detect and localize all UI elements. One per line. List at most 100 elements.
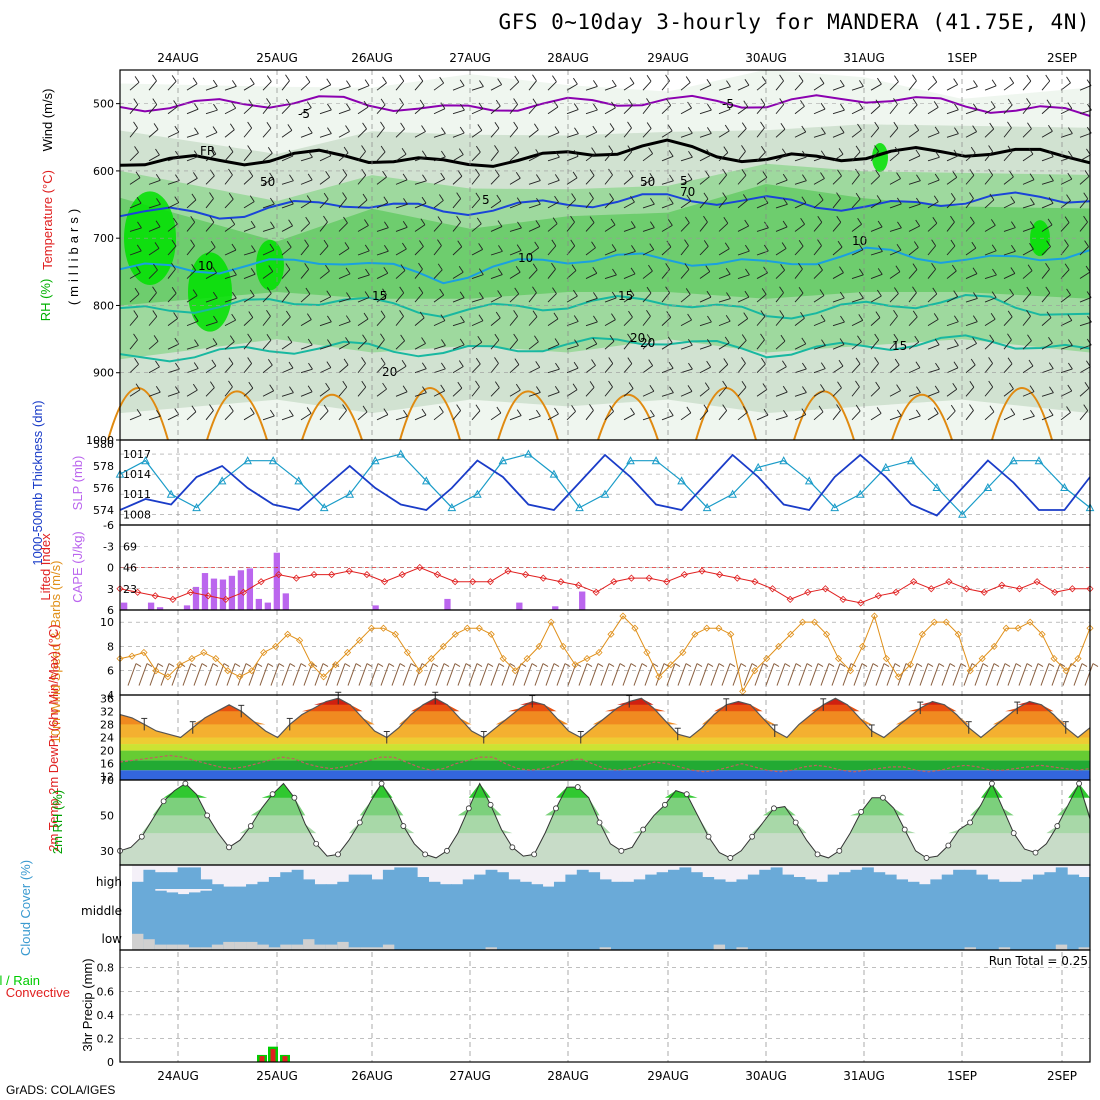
wind-barb-flag <box>725 103 731 110</box>
wind-barb-flag <box>859 292 864 299</box>
wind-tick-label: 8 <box>107 640 114 653</box>
wind-barb <box>395 80 405 91</box>
wind-barb-flag <box>668 197 674 204</box>
bottom-date-label: 31AUG <box>843 1069 885 1083</box>
wind-barb <box>433 178 445 185</box>
wind-barb <box>642 178 655 185</box>
wind-barb <box>1041 268 1050 279</box>
wind-barb-flag <box>515 265 521 273</box>
surface-barb <box>787 663 797 686</box>
wind-barb-flag <box>134 287 140 295</box>
wind-barb <box>585 247 596 256</box>
wind-barb-flag <box>570 215 575 223</box>
wind-barb-flag <box>741 357 746 364</box>
cloud-high-bar <box>553 881 566 889</box>
cloud-low-bg <box>394 923 407 950</box>
wind-barb-flag <box>514 146 520 153</box>
wind-barb <box>1060 108 1072 115</box>
wind-barb <box>756 316 766 326</box>
cloud-low-bg <box>360 923 372 950</box>
cloud-high-bar <box>622 881 635 889</box>
wind-barb-flag <box>591 241 596 248</box>
wind-barb-flag <box>760 98 766 105</box>
surface-barb <box>457 663 467 686</box>
wind-barb <box>832 85 845 91</box>
wind-barb <box>566 177 578 185</box>
wind-barb-flag <box>819 289 825 296</box>
wind-barb-flag <box>1029 385 1035 392</box>
wind-speed-point <box>667 661 675 669</box>
wind-barb <box>965 343 977 350</box>
cloud-low-bg <box>211 923 224 950</box>
surface-barb-flag <box>1081 663 1088 668</box>
cloud-low-bg <box>303 923 315 950</box>
wind-barb-flag <box>742 194 748 201</box>
wind-barb <box>186 177 198 185</box>
surface-barb-flag <box>157 663 164 668</box>
wind-barb <box>1022 179 1035 185</box>
wind-barb <box>623 339 632 350</box>
wind-barb <box>509 316 518 326</box>
rh-point <box>1076 780 1083 787</box>
wind-barb <box>471 108 484 115</box>
li-tick-label: 0 <box>107 562 114 575</box>
wind-barb-flag <box>247 121 253 129</box>
wind-barb-flag <box>517 221 522 229</box>
wind-speed-point <box>355 636 364 644</box>
wind-barb <box>680 107 692 115</box>
li-point <box>627 574 636 582</box>
wind-barb <box>1022 365 1034 374</box>
wind-barb-flag <box>741 169 747 176</box>
wind-barb-flag <box>991 79 997 87</box>
wind-barb-flag <box>837 240 843 248</box>
wind-barb <box>490 200 502 209</box>
li-point <box>716 571 724 579</box>
wind-barb <box>547 293 557 303</box>
wind-barb-flag <box>421 337 426 344</box>
cloud-high-bar <box>1055 867 1068 889</box>
wind-barb-flag <box>229 123 235 131</box>
wind-barb <box>490 127 500 138</box>
wind-barb <box>262 127 272 138</box>
wind-speed-point <box>679 648 687 657</box>
wind-barb <box>224 386 233 397</box>
surface-barb-flag <box>674 663 681 668</box>
wind-barb-flag <box>306 101 312 108</box>
wind-barb <box>718 108 731 115</box>
cloud-low-bar <box>360 947 372 950</box>
wind-speed-point <box>1062 667 1070 675</box>
wind-barb-flag <box>345 315 351 322</box>
wind-barb-flag <box>609 405 614 412</box>
cloud-middle-bar <box>1078 889 1091 923</box>
wind-barb <box>509 104 518 115</box>
wind-barb <box>528 203 541 209</box>
wind-barb <box>319 176 330 185</box>
cloud-middle-bar <box>816 889 829 923</box>
wind-barb <box>927 107 939 115</box>
cloud-middle-bar <box>189 892 201 923</box>
surface-barb-flag <box>696 663 703 668</box>
wind-barb <box>1060 368 1073 374</box>
surface-barb-flag <box>795 663 802 668</box>
wind-barb-flag <box>1068 150 1073 158</box>
wind-barb <box>129 227 142 232</box>
wind-barb-flag <box>440 362 446 370</box>
wind-barb <box>376 388 387 397</box>
wind-barb-flag <box>456 192 462 199</box>
cloud-high-bar <box>303 879 315 889</box>
precip-convective-bar <box>270 1049 276 1062</box>
wind-barb-flag <box>896 172 901 179</box>
rh-point <box>1032 849 1039 856</box>
cloud-high-bar <box>850 869 863 889</box>
top-date-label: 28AUG <box>547 51 589 65</box>
surface-barb <box>380 663 390 686</box>
li-point <box>874 592 882 600</box>
cape-bar <box>444 598 451 610</box>
wind-speed-point <box>535 642 543 650</box>
wind-barb <box>775 104 785 115</box>
wind-barb <box>794 414 807 421</box>
wind-barb <box>756 389 768 397</box>
wind-barb <box>984 224 996 232</box>
wind-barb <box>376 294 387 303</box>
cloud-high-bar <box>953 869 966 889</box>
